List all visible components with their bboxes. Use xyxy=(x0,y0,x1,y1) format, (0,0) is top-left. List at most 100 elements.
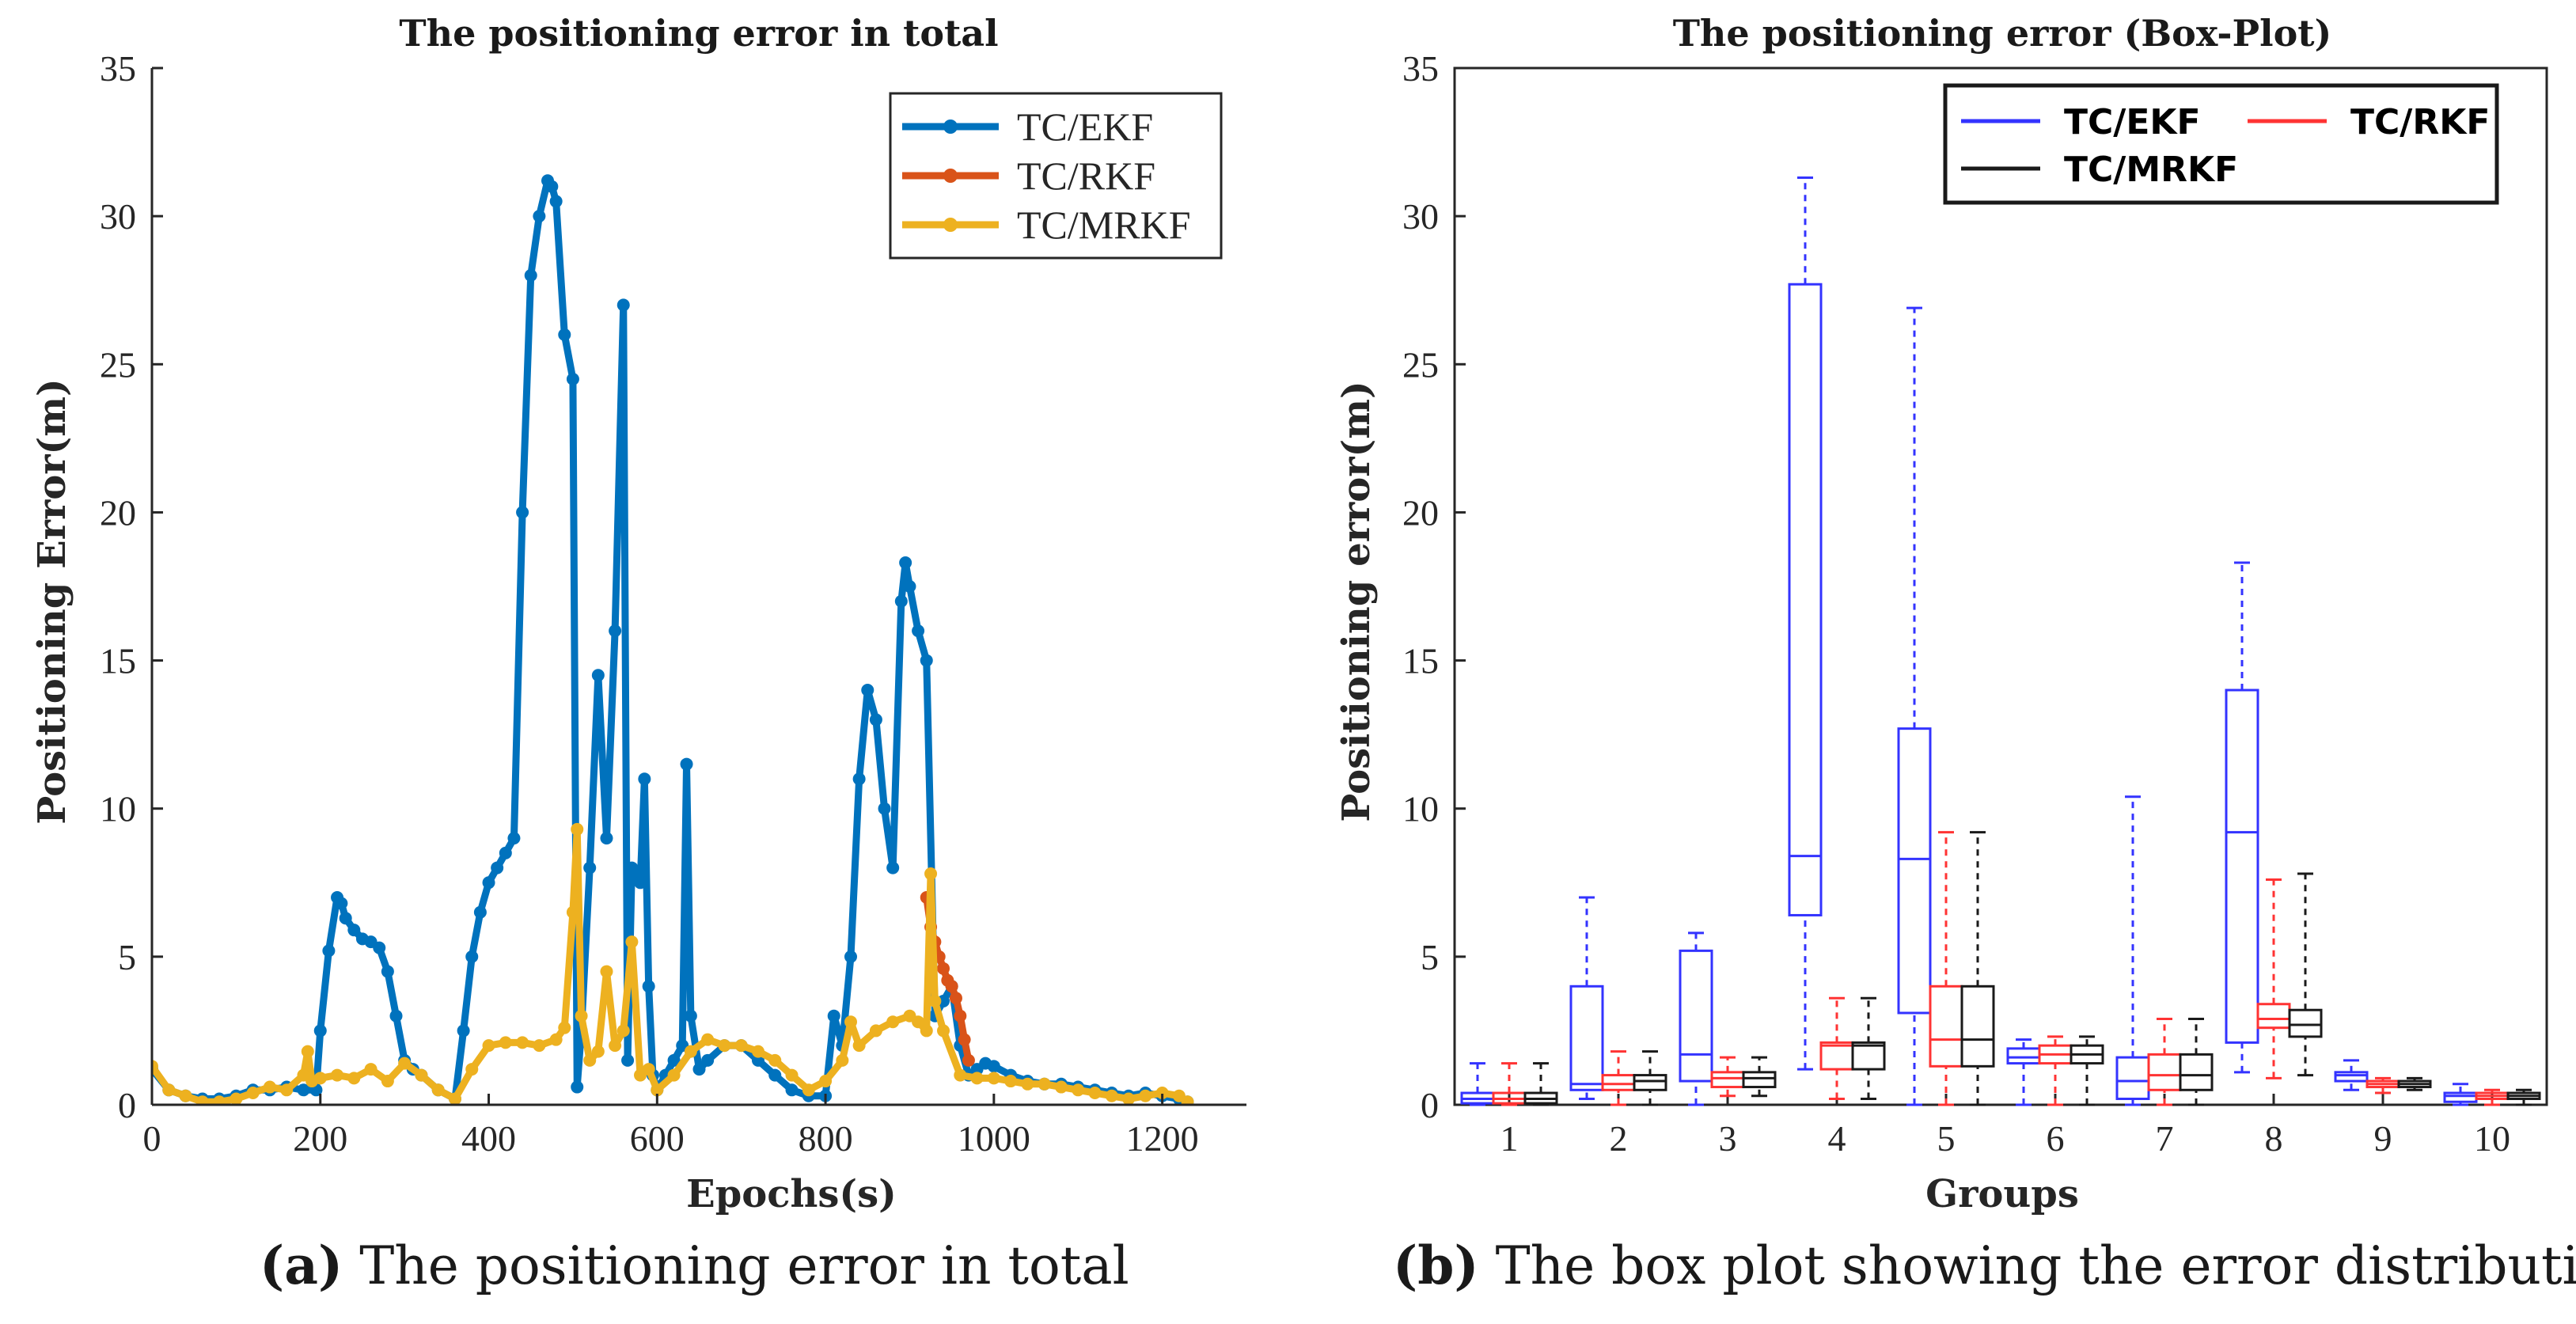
box-tc-rkf xyxy=(1819,996,1854,1101)
point-tc-ekf xyxy=(558,328,571,341)
point-tc-mrkf xyxy=(616,1024,630,1038)
point-tc-ekf xyxy=(621,1053,635,1067)
point-tc-ekf xyxy=(609,624,622,638)
a-xtick-label: 0 xyxy=(143,1118,161,1159)
point-tc-ekf xyxy=(524,269,537,282)
point-tc-ekf xyxy=(987,1060,1000,1073)
point-tc-mrkf xyxy=(583,1053,597,1067)
box-tc-mrkf xyxy=(2070,1035,2104,1106)
point-tc-ekf xyxy=(684,1009,697,1022)
point-tc-mrkf xyxy=(575,1009,588,1022)
panel-b-x-label: Groups xyxy=(1925,1172,2079,1216)
point-tc-ekf xyxy=(634,876,647,890)
a-ytick-label: 30 xyxy=(100,196,136,237)
legend-marker xyxy=(943,120,958,134)
panel-b-legend: TC/EKF TC/RKF TC/MRKF xyxy=(1943,83,2499,205)
box-tc-ekf xyxy=(1679,931,1713,1106)
point-tc-mrkf xyxy=(246,1087,260,1100)
point-tc-mrkf xyxy=(869,1024,882,1038)
a-ytick-label: 15 xyxy=(100,641,136,681)
box-tc-ekf xyxy=(1460,1062,1495,1106)
point-tc-mrkf xyxy=(499,1036,512,1049)
legend-label: TC/EKF xyxy=(2064,102,2201,142)
point-tc-ekf xyxy=(373,941,386,954)
point-tc-ekf xyxy=(878,802,891,815)
b-ytick-label: 25 xyxy=(1402,344,1439,385)
point-tc-ekf xyxy=(457,1024,470,1038)
caption-a: (a) The positioning error in total xyxy=(260,1235,1129,1296)
point-tc-mrkf xyxy=(347,1072,361,1085)
point-tc-mrkf xyxy=(852,1039,866,1053)
a-ytick-label: 0 xyxy=(118,1085,136,1125)
point-tc-mrkf xyxy=(802,1083,815,1097)
point-tc-mrkf xyxy=(533,1039,546,1053)
point-tc-ekf xyxy=(912,624,925,638)
point-tc-mrkf xyxy=(1181,1095,1194,1105)
point-tc-ekf xyxy=(642,980,655,993)
point-tc-ekf xyxy=(516,506,529,519)
caption-b-text: The box plot showing the error distribut… xyxy=(1478,1235,2576,1296)
box-tc-mrkf xyxy=(2288,872,2323,1077)
a-ytick-label: 25 xyxy=(100,344,136,385)
point-tc-mrkf xyxy=(1021,1077,1034,1091)
point-tc-ekf xyxy=(886,861,900,874)
point-tc-rkf xyxy=(962,1053,975,1067)
legend-marker xyxy=(943,218,958,232)
a-xtick-label: 1200 xyxy=(1126,1118,1199,1159)
point-tc-ekf xyxy=(313,1024,327,1038)
a-xtick-label: 400 xyxy=(461,1118,516,1159)
point-tc-mrkf xyxy=(667,1068,681,1082)
point-tc-ekf xyxy=(566,373,579,385)
box-tc-rkf xyxy=(1929,831,1963,1106)
box-tc-rkf xyxy=(2038,1035,2073,1106)
point-tc-ekf xyxy=(482,876,495,890)
point-tc-mrkf xyxy=(381,1075,394,1088)
point-tc-mrkf xyxy=(1139,1089,1152,1102)
point-tc-ekf xyxy=(533,210,546,223)
point-tc-mrkf xyxy=(924,867,938,881)
a-ytick-label: 20 xyxy=(100,492,136,533)
b-xtick-label: 3 xyxy=(1719,1118,1737,1159)
point-tc-mrkf xyxy=(651,1083,664,1097)
box-tc-ekf xyxy=(2115,795,2150,1106)
point-tc-ekf xyxy=(785,1083,799,1097)
point-tc-ekf xyxy=(600,832,613,845)
b-ytick-label: 15 xyxy=(1402,641,1439,681)
point-tc-mrkf xyxy=(785,1068,799,1082)
point-tc-mrkf xyxy=(263,1080,276,1094)
point-tc-mrkf xyxy=(313,1072,327,1085)
point-tc-mrkf xyxy=(684,1045,697,1058)
point-tc-ekf xyxy=(625,861,639,874)
panel-a-title: The positioning error in total xyxy=(399,12,998,55)
b-xtick-label: 6 xyxy=(2047,1118,2065,1159)
caption-a-tag: (a) xyxy=(260,1235,343,1296)
point-tc-ekf xyxy=(499,846,512,859)
box-tc-ekf xyxy=(2334,1059,2369,1091)
point-tc-mrkf xyxy=(213,1095,226,1105)
b-ytick-label: 5 xyxy=(1421,937,1439,977)
point-tc-ekf xyxy=(844,950,857,963)
point-tc-ekf xyxy=(381,965,394,978)
point-tc-mrkf xyxy=(937,1024,950,1038)
b-ytick-label: 35 xyxy=(1402,48,1439,89)
box-tc-mrkf xyxy=(2179,1017,2214,1106)
point-tc-ekf xyxy=(899,556,912,570)
box-tc-rkf xyxy=(1492,1062,1527,1106)
point-tc-mrkf xyxy=(549,1033,563,1046)
point-tc-mrkf xyxy=(152,1060,158,1073)
point-tc-mrkf xyxy=(1072,1083,1085,1097)
legend-label: TC/MRKF xyxy=(1017,203,1191,247)
panel-a-x-label: Epochs(s) xyxy=(686,1172,897,1216)
b-ytick-label: 30 xyxy=(1402,196,1439,237)
point-tc-ekf xyxy=(297,1083,310,1097)
point-tc-ekf xyxy=(680,757,693,771)
legend-label: TC/RKF xyxy=(2350,102,2490,142)
a-xtick-label: 800 xyxy=(799,1118,853,1159)
b-ytick-label: 10 xyxy=(1402,789,1439,829)
panel-a-line-chart: The positioning error in total 0 200 400 60… xyxy=(30,12,1246,1216)
point-tc-rkf xyxy=(937,962,950,975)
b-xtick-label: 9 xyxy=(2374,1118,2392,1159)
point-tc-mrkf xyxy=(751,1045,764,1058)
caption-b: (b) The box plot showing the error distr… xyxy=(1393,1235,2576,1296)
point-tc-mrkf xyxy=(1155,1087,1169,1100)
